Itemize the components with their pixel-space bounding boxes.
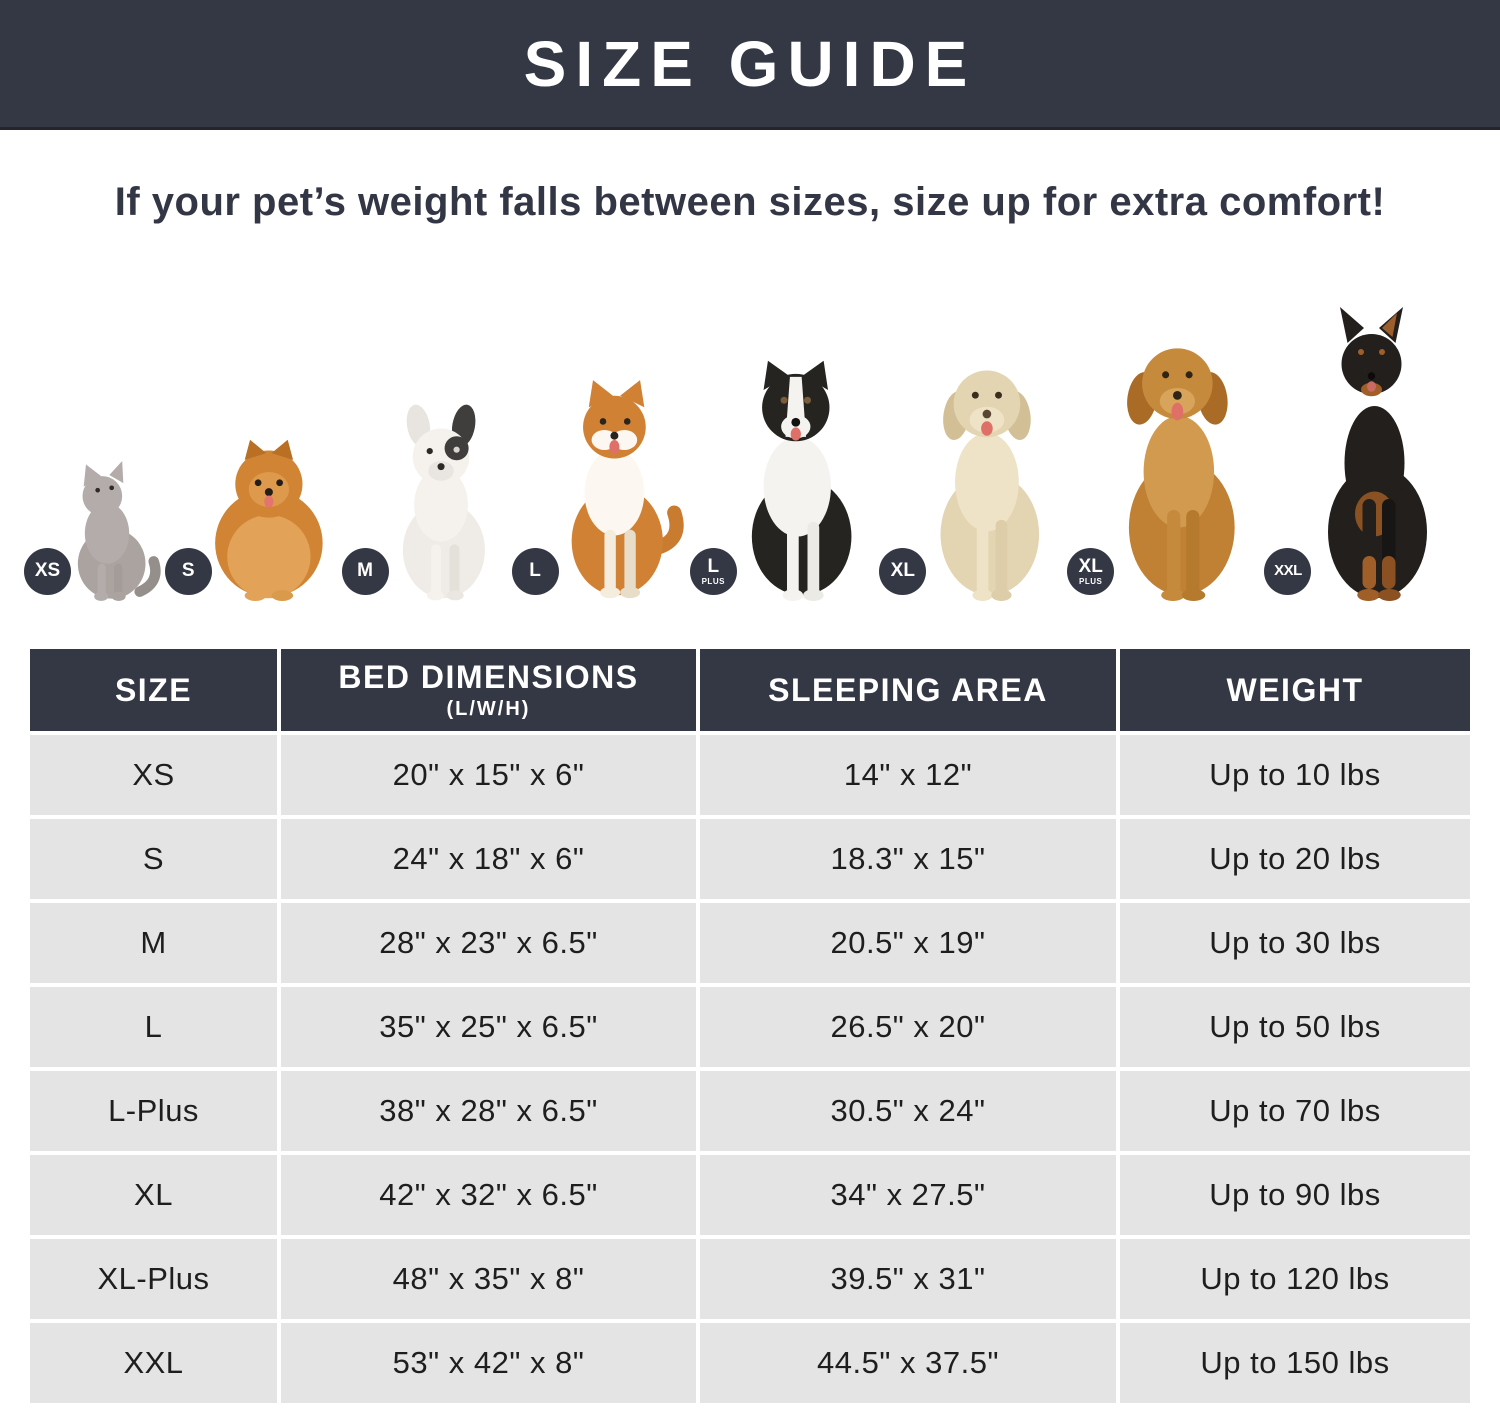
size-badge-xl-plus: XL PLUS: [1067, 548, 1115, 595]
size-badge-l-plus: L PLUS: [689, 548, 737, 595]
cat-image: [77, 461, 161, 601]
col-header-size-label: SIZE: [114, 671, 193, 708]
cell-sleeping-area: 30.5" x 24": [700, 1071, 1116, 1151]
cell-weight: Up to 150 lbs: [1120, 1323, 1470, 1403]
cell-weight: Up to 20 lbs: [1120, 819, 1470, 899]
cell-sleeping-area: 34" x 27.5": [700, 1155, 1116, 1235]
animal-size-row: XS S: [0, 289, 1500, 601]
golden-retriever-image: [1127, 348, 1235, 601]
pomeranian-image: [214, 439, 323, 601]
size-badge-l: L: [511, 548, 559, 595]
cell-weight: Up to 70 lbs: [1120, 1071, 1470, 1151]
cell-weight: Up to 10 lbs: [1120, 735, 1470, 815]
doberman-image: [1328, 307, 1428, 601]
size-badge-xl: XL: [879, 548, 927, 595]
col-header-weight-label: WEIGHT: [1226, 671, 1364, 708]
cell-bed-dimensions: 53" x 42" x 8": [281, 1323, 696, 1403]
cell-bed-dimensions: 42" x 32" x 6.5": [281, 1155, 696, 1235]
badge-label: S: [181, 560, 195, 581]
cell-size: L-Plus: [30, 1071, 277, 1151]
cell-bed-dimensions: 48" x 35" x 8": [281, 1239, 696, 1319]
animal-pomeranian: S: [164, 433, 340, 601]
shiba-inu-image: [571, 380, 684, 599]
cell-weight: Up to 120 lbs: [1120, 1239, 1470, 1319]
cell-weight: Up to 30 lbs: [1120, 903, 1470, 983]
cell-size: XL-Plus: [30, 1239, 277, 1319]
cell-sleeping-area: 44.5" x 37.5": [700, 1323, 1116, 1403]
cell-bed-dimensions: 38" x 28" x 6.5": [281, 1071, 696, 1151]
subtitle-text: If your pet’s weight falls between sizes…: [114, 180, 1386, 224]
col-header-bed-label: BED DIMENSIONS: [338, 659, 639, 695]
size-badge-s: S: [164, 548, 212, 595]
cell-weight: Up to 50 lbs: [1120, 987, 1470, 1067]
badge-label: XS: [34, 560, 61, 581]
animal-cat: XS: [24, 461, 163, 601]
cell-sleeping-area: 14" x 12": [700, 735, 1116, 815]
page-title: SIZE GUIDE: [523, 27, 977, 100]
cell-weight: Up to 90 lbs: [1120, 1155, 1470, 1235]
col-header-size: SIZE: [30, 649, 277, 731]
badge-sublabel: PLUS: [701, 577, 725, 586]
header-banner: SIZE GUIDE: [0, 0, 1500, 130]
cell-bed-dimensions: 24" x 18" x 6": [281, 819, 696, 899]
size-badge-xs: XS: [24, 548, 71, 595]
badge-label: L: [707, 556, 720, 577]
cell-bed-dimensions: 28" x 23" x 6.5": [281, 903, 696, 983]
animal-golden-retriever: XL PLUS: [1067, 319, 1263, 601]
col-header-sleeping-area: SLEEPING AREA: [700, 649, 1116, 731]
animal-doberman: XXL: [1264, 307, 1456, 601]
cell-size: S: [30, 819, 277, 899]
french-bulldog-image: [402, 404, 485, 601]
border-collie-image: [751, 360, 852, 601]
labrador-image: [940, 370, 1040, 601]
cell-sleeping-area: 39.5" x 31": [700, 1239, 1116, 1319]
cell-bed-dimensions: 35" x 25" x 6.5": [281, 987, 696, 1067]
badge-label: M: [357, 560, 373, 581]
col-header-bed-sublabel: (L/W/H): [446, 698, 531, 720]
badge-label: XL: [890, 560, 915, 581]
col-header-weight: WEIGHT: [1120, 649, 1470, 731]
cell-size: XXL: [30, 1323, 277, 1403]
cell-sleeping-area: 26.5" x 20": [700, 987, 1116, 1067]
animal-french-bulldog: M: [341, 403, 510, 601]
cell-size: XS: [30, 735, 277, 815]
animal-labrador: XL: [879, 343, 1065, 601]
col-header-bed-dimensions: BED DIMENSIONS (L/W/H): [281, 649, 696, 731]
size-badge-m: M: [341, 548, 389, 595]
badge-label: L: [529, 560, 541, 581]
subtitle-section: If your pet’s weight falls between sizes…: [0, 130, 1500, 225]
col-header-sleeping-label: SLEEPING AREA: [768, 671, 1048, 708]
cell-size: M: [30, 903, 277, 983]
badge-label: XXL: [1274, 562, 1302, 579]
animal-shiba-inu: L: [511, 373, 689, 601]
badge-label: XL: [1078, 556, 1103, 577]
cell-sleeping-area: 18.3" x 15": [700, 819, 1116, 899]
cell-size: XL: [30, 1155, 277, 1235]
cell-size: L: [30, 987, 277, 1067]
size-table: SIZE BED DIMENSIONS (L/W/H) SLEEPING ARE…: [30, 649, 1470, 1403]
cell-bed-dimensions: 20" x 15" x 6": [281, 735, 696, 815]
cell-sleeping-area: 20.5" x 19": [700, 903, 1116, 983]
badge-sublabel: PLUS: [1079, 577, 1103, 586]
size-badge-xxl: XXL: [1264, 548, 1312, 595]
animal-border-collie: L PLUS: [689, 349, 878, 601]
